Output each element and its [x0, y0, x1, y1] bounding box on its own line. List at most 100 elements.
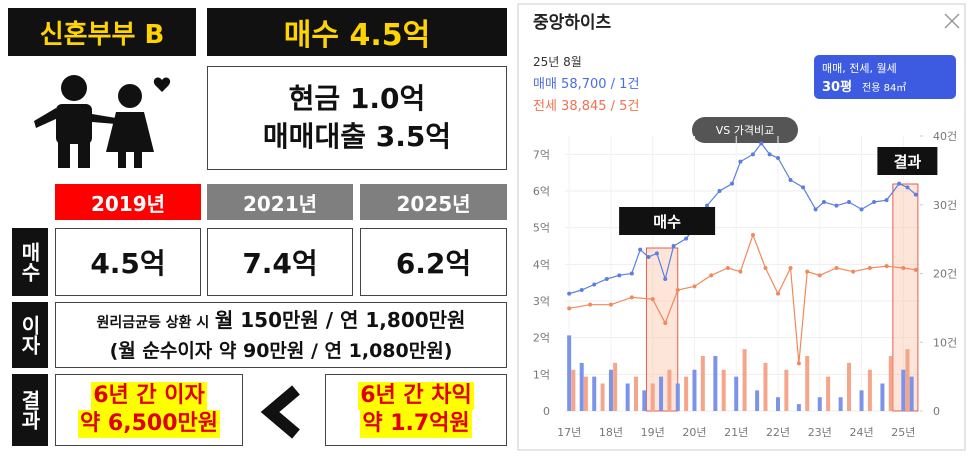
date: 25년 8월 [533, 55, 582, 69]
volume-bar [901, 369, 906, 411]
volume-bar [867, 369, 872, 411]
price-point [638, 247, 643, 252]
price-point [663, 321, 668, 325]
y-tick-label: 0 [543, 405, 550, 418]
price: 4.5억 [55, 228, 201, 296]
annotation-label: 매수 [653, 213, 681, 231]
funding: 매매대출 3.5억 [262, 120, 452, 153]
result-box: 6년 간 이자 약 6,500만원 [55, 374, 243, 446]
size[interactable]: 30평 [822, 79, 852, 95]
volume-bar [592, 376, 597, 411]
row-label: 매수 [12, 228, 48, 296]
volume-bar [817, 397, 822, 411]
price-point [817, 273, 822, 278]
filter-button[interactable] [814, 55, 956, 99]
y2-tick-label: 0 [933, 405, 940, 418]
year-header: 2025년 [360, 184, 507, 220]
volume-bar [784, 369, 789, 411]
result-text: 6년 간 차익 [358, 382, 474, 410]
y-tick-label: 5억 [533, 222, 550, 235]
annotation-label: 결과 [894, 153, 922, 171]
title: 신혼부부 B [8, 8, 196, 56]
volume-bar [713, 356, 718, 411]
price-point [629, 271, 634, 276]
annotation-box [619, 207, 716, 235]
x-tick-label: 22년 [766, 426, 790, 439]
price-point [913, 192, 918, 197]
x-tick-label: 24년 [849, 426, 873, 439]
volume-bar [613, 362, 618, 411]
price-point [675, 288, 680, 292]
filter[interactable]: 매매, 전세, 월세 [822, 62, 897, 75]
close-icon[interactable] [944, 13, 960, 29]
y-tick-label: 6억 [533, 185, 550, 198]
volume-bar [567, 335, 572, 411]
price-point [567, 291, 572, 296]
price-point [801, 185, 806, 190]
price-point [884, 198, 889, 203]
purchase: 매수 4.5억 [207, 8, 507, 56]
area[interactable]: 전용 84㎡ [862, 82, 906, 94]
less-than-icon [260, 385, 300, 439]
price-point [725, 266, 730, 270]
price-point [579, 288, 584, 292]
volume-bar [763, 362, 768, 411]
price-point [592, 282, 597, 287]
volume-bar [659, 376, 664, 411]
price-point [847, 200, 851, 204]
volume-bar [571, 369, 576, 411]
chart-title: 중앙하이츠 [533, 13, 612, 33]
price-point [608, 302, 613, 307]
annotation-box [877, 147, 938, 175]
price-point [750, 152, 755, 157]
interest-line: (월 순수이자 약 90만원 / 연 1,080만원) [109, 339, 453, 362]
volume-bar [796, 404, 801, 411]
year-header: 2019년 [55, 184, 201, 220]
price-point [767, 152, 772, 157]
y-tick-label: 3억 [533, 295, 550, 308]
interest-note: 원리금균등 상환 시 [96, 314, 210, 331]
price-point [738, 269, 743, 274]
volume-bar [692, 369, 697, 411]
price-point [897, 181, 902, 186]
volume-bar [847, 362, 851, 411]
couple-icon [34, 75, 171, 168]
price-point [901, 266, 906, 270]
volume-bar [600, 383, 605, 411]
volume-bar [667, 369, 672, 411]
highlight-box [892, 183, 919, 412]
price-point [821, 200, 826, 204]
result-text: 6년 간 이자 [91, 382, 207, 410]
interest-line: 원리금균등 상환 시 월 150만원 / 연 1,800만원 [97, 306, 466, 337]
compare-button[interactable] [692, 117, 798, 143]
result-text: 약 1.7억원 [360, 410, 472, 438]
price-point [872, 200, 877, 204]
price-line [569, 233, 916, 364]
y2-tick-label: 40건 [933, 130, 957, 143]
volume-bar [650, 383, 655, 411]
x-tick-label: 21년 [724, 426, 748, 439]
price-point [750, 233, 755, 237]
legend-entry: 전세 38,845 / 5건 [533, 99, 639, 114]
y-tick-label: 1억 [533, 368, 550, 381]
price: 7.4억 [207, 228, 353, 296]
price: 6.2억 [360, 228, 507, 296]
volume-bar [684, 376, 689, 411]
funding: 현금 1.0억 [288, 82, 426, 115]
compare-label[interactable]: VS 가격비교 [716, 124, 774, 137]
y2-tick-label: 30건 [933, 199, 957, 212]
price-point [738, 159, 743, 164]
price-point [867, 266, 872, 270]
x-tick-label: 19년 [641, 426, 665, 439]
volume-bar [826, 376, 831, 411]
price-point [629, 295, 634, 300]
price-point [805, 269, 810, 274]
volume-bar [880, 383, 885, 411]
price-point [684, 236, 689, 241]
price-point [788, 266, 793, 270]
price-point [709, 273, 714, 278]
y-tick-label: 2억 [533, 332, 550, 345]
volume-bar [888, 356, 893, 411]
